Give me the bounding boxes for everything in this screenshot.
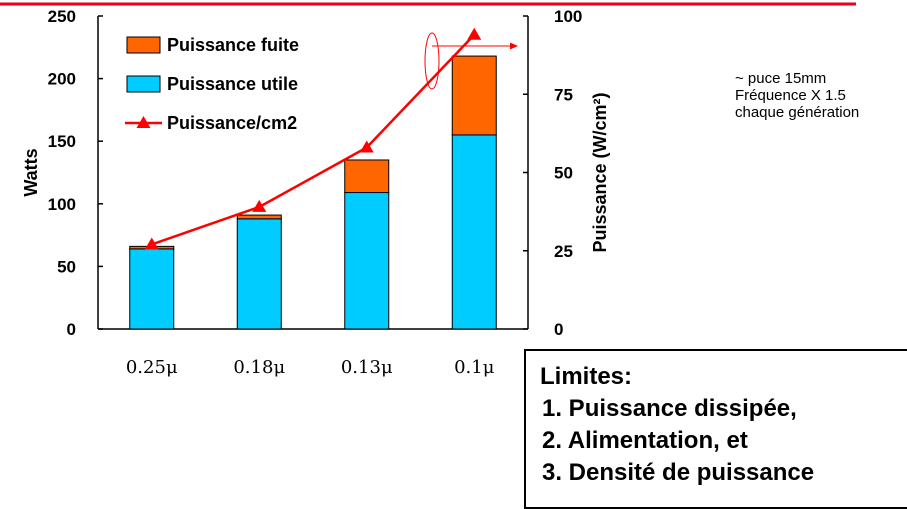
line-point [467,27,482,40]
y-tick-label: 100 [48,195,76,214]
limits-item: 2. Alimentation, et [542,427,748,454]
bar-puissance-utile [129,248,175,330]
category-labels: 0.25μ 0.18μ 0.13μ 0.1μ [126,357,495,378]
category-label: 0.18μ [233,357,285,378]
note-line: chaque génération [735,104,860,121]
line-point [144,237,159,250]
y-tick-label: 0 [67,320,76,339]
y2-tick-label: 50 [554,164,573,183]
left-ticks: 0 50 100 150 200 250 [48,7,103,339]
right-ticks: 0 25 50 75 100 [523,7,582,339]
y-tick-label: 150 [48,132,76,151]
y-axis-title: Watts [21,148,41,196]
legend-label: Puissance fuite [167,35,299,55]
bar-puissance-utile [344,192,390,330]
y2-tick-label: 100 [554,7,582,26]
category-label: 0.25μ [126,357,178,378]
category-label: 0.1μ [454,357,495,378]
limits-item: 1. Puissance dissipée, [542,395,797,422]
y2-tick-label: 0 [554,320,563,339]
line-point [252,199,267,212]
y2-tick-label: 25 [554,242,573,261]
trend-annotation [424,32,518,90]
note-line: ~ puce 15mm [735,70,827,87]
y-tick-label: 250 [48,7,76,26]
y-tick-label: 200 [48,70,76,89]
limits-title: Limites: [540,363,633,390]
limits-box: Limites: 1. Puissance dissipée, 2. Alime… [524,349,907,509]
trend-arrow-head [510,42,518,50]
power-density-line [144,27,482,250]
line-point [359,140,374,153]
bars [129,55,497,330]
legend: Puissance fuite Puissance utile Puissance/… [125,35,299,133]
line-path [151,33,476,246]
bar-puissance-fuite [451,55,497,136]
y2-tick-label: 75 [554,85,573,104]
note-line: Fréquence X 1.5 [735,87,846,104]
legend-label: Puissance utile [167,74,298,94]
bar-puissance-fuite [236,214,282,220]
bar-puissance-fuite [344,159,390,194]
chip-note: ~ puce 15mm Fréquence X 1.5 chaque génér… [735,70,907,121]
trend-ellipse [424,32,440,90]
legend-marker [136,116,151,128]
power-chart: 0 50 100 150 200 250 0 25 50 75 100 0.25μ 0.18μ 0.1… [0,2,856,378]
y2-axis-title: Puissance (W/cm²) [590,92,610,252]
category-label: 0.13μ [341,357,393,378]
bar-puissance-utile [236,218,282,330]
legend-swatch [126,75,161,93]
bar-puissance-utile [451,134,497,330]
legend-label: Puissance/cm2 [167,113,297,133]
y-tick-label: 50 [57,257,76,276]
limits-item: 3. Densité de puissance [542,459,815,486]
legend-swatch [126,36,161,54]
